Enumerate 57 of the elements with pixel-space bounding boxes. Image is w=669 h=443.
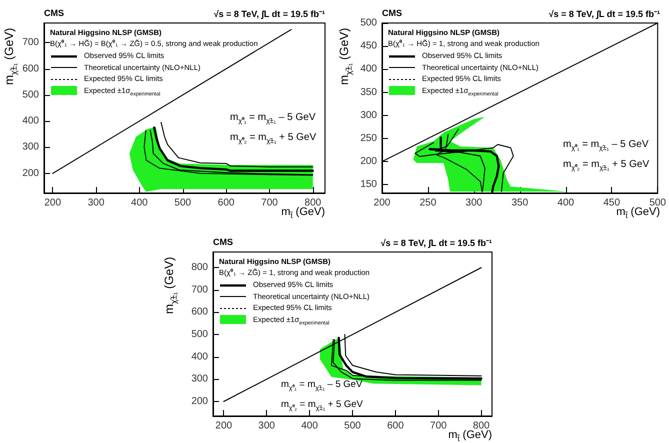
y-tick-label: 600 [191, 306, 208, 318]
y-tick-label: 300 [360, 110, 378, 121]
x-tick-label: 350 [511, 198, 529, 208]
x-tick-label: 450 [603, 198, 620, 208]
text: √s = 8 TeV, ∫L dt = 19.5 fb⁻¹ [380, 237, 492, 249]
x-tick-label: 400 [557, 198, 575, 208]
x-tick-label: 300 [88, 198, 105, 208]
y-tick-label: 700 [191, 284, 208, 296]
x-tick-label: 500 [174, 198, 192, 208]
y-tick-label: 400 [360, 64, 378, 75]
y-tick-label: 800 [191, 262, 208, 274]
x-tick-label: 600 [218, 198, 235, 208]
x-tick-label: 400 [301, 420, 318, 432]
y-tick-label: 300 [22, 142, 40, 153]
x-axis-title: m$_{t̃}$ (GeV) [616, 206, 660, 220]
y-tick-label: 400 [191, 351, 208, 362]
annotation: m$_{χ̃⁰₁}$ = m$_{χ̃±₁}$ – 5 GeV [563, 139, 648, 152]
chart-title: CMS [382, 8, 402, 18]
annotation: m$_{χ̃⁰₂}$ = m$_{χ̃±₁}$ + 5 GeV [230, 132, 316, 145]
y-tick-label: 300 [191, 374, 208, 385]
annotation: m$_{χ̃⁰₂}$ = m$_{χ̃±₁}$ + 5 GeV [281, 399, 363, 412]
y-tick-label: 200 [22, 168, 40, 179]
chart-title: CMS [213, 237, 233, 247]
x-axis-title: m$_{t̃}$ (GeV) [281, 206, 325, 222]
y-tick-label: 500 [22, 89, 40, 100]
y-tick-label: 200 [191, 396, 208, 407]
x-tick-label: 700 [430, 420, 448, 432]
x-tick-label: 200 [44, 198, 62, 208]
annotation: m$_{χ̃⁰₁}$ = m$_{χ̃±₁}$ – 5 GeV [230, 112, 316, 125]
y-tick-label: 250 [360, 132, 378, 144]
x-tick-label: 200 [374, 198, 391, 208]
x-tick-label: 500 [649, 198, 666, 208]
chart-title: CMS [44, 8, 64, 18]
y-tick-label: 600 [22, 63, 40, 74]
x-tick-label: 700 [261, 198, 278, 208]
x-tick-label: 400 [131, 198, 148, 208]
y-tick-label: 450 [360, 40, 378, 52]
y-tick-label: 700 [22, 37, 40, 48]
x-tick-label: 500 [344, 420, 362, 432]
text: √s = 8 TeV, ∫L dt = 19.5 fb⁻¹ [214, 8, 325, 20]
x-tick-label: 800 [304, 198, 322, 208]
x-tick-label: 200 [215, 420, 233, 432]
x-tick-label: 300 [258, 420, 276, 432]
y-tick-label: 350 [360, 86, 378, 98]
y-tick-label: 500 [191, 329, 208, 340]
text: √s = 8 TeV, ∫L dt = 19.5 fb⁻¹ [548, 8, 660, 20]
x-tick-label: 300 [466, 198, 483, 208]
x-tick-label: 250 [420, 198, 437, 208]
x-tick-label: 800 [472, 420, 490, 432]
y-tick-label: 150 [360, 179, 378, 190]
annotation: m$_{χ̃⁰₂}$ = m$_{χ̃±₁}$ + 5 GeV [563, 159, 650, 172]
y-tick-label: 500 [360, 18, 378, 28]
x-axis-title: m$_{t̃}$ (GeV) [448, 429, 492, 443]
annotation: m$_{χ̃⁰₁}$ = m$_{χ̃±₁}$ – 5 GeV [281, 379, 362, 392]
y-tick-label: 200 [360, 156, 378, 168]
x-tick-label: 600 [387, 420, 404, 432]
y-tick-label: 400 [22, 116, 40, 127]
